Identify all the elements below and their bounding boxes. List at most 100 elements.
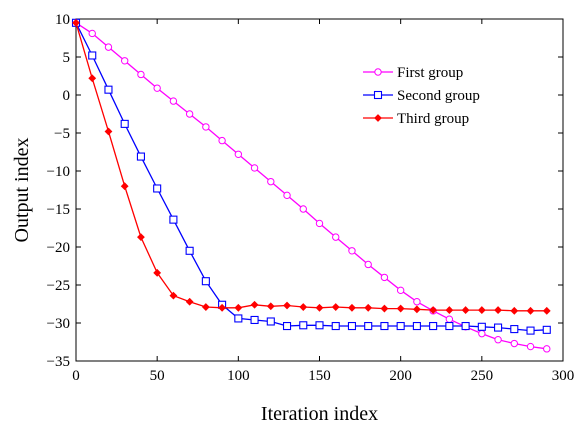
data-point-third-group bbox=[120, 182, 129, 191]
data-point-first-group bbox=[267, 177, 275, 186]
legend-swatch-marker bbox=[373, 90, 383, 100]
y-tick-label: 0 bbox=[63, 88, 71, 104]
legend-item-second-group: Second group bbox=[363, 88, 480, 104]
data-point-first-group bbox=[380, 273, 389, 282]
y-tick-label: −35 bbox=[47, 354, 70, 370]
data-point-second-group bbox=[136, 152, 145, 161]
data-point-third-group bbox=[526, 306, 535, 315]
data-point-second-group bbox=[380, 321, 389, 331]
data-point-first-group bbox=[234, 150, 243, 158]
legend: First group Second group Third group bbox=[363, 65, 480, 127]
data-point-first-group bbox=[445, 315, 454, 323]
data-point-third-group bbox=[429, 306, 438, 314]
data-point-second-group bbox=[364, 321, 373, 331]
y-tick-label: −25 bbox=[47, 278, 70, 294]
data-point-third-group bbox=[201, 303, 210, 311]
data-point-third-group bbox=[169, 291, 178, 300]
data-point-third-group bbox=[396, 304, 405, 313]
series-third-group bbox=[72, 18, 551, 315]
data-point-third-group bbox=[445, 306, 454, 314]
y-tick-label: −15 bbox=[47, 202, 70, 218]
x-tick-label: 0 bbox=[72, 368, 80, 384]
data-point-first-group bbox=[88, 29, 96, 38]
x-axis-title: Iteration index bbox=[261, 403, 378, 425]
data-point-third-group bbox=[250, 300, 259, 309]
x-tick-label: 250 bbox=[471, 368, 494, 384]
y-tick-label: −10 bbox=[47, 164, 70, 180]
data-point-second-group bbox=[526, 326, 535, 335]
data-point-third-group bbox=[266, 302, 275, 311]
data-point-first-group bbox=[169, 97, 178, 105]
y-tick-label: 5 bbox=[63, 50, 71, 66]
data-point-third-group bbox=[153, 268, 162, 277]
data-point-first-group bbox=[185, 110, 194, 118]
legend-label: First group bbox=[397, 65, 463, 81]
data-point-first-group bbox=[494, 336, 502, 344]
y-tick-label: 10 bbox=[55, 12, 70, 28]
data-point-second-group bbox=[461, 321, 470, 331]
data-point-first-group bbox=[364, 260, 372, 269]
data-point-third-group bbox=[412, 305, 421, 314]
data-point-second-group bbox=[494, 323, 503, 332]
data-point-second-group bbox=[250, 315, 259, 325]
data-point-first-group bbox=[137, 70, 145, 79]
data-point-third-group bbox=[510, 306, 519, 315]
data-point-second-group bbox=[169, 215, 178, 224]
data-point-second-group bbox=[445, 321, 454, 331]
data-point-second-group bbox=[331, 321, 340, 331]
data-point-third-group bbox=[104, 127, 113, 136]
data-point-third-group bbox=[234, 303, 243, 312]
data-point-first-group bbox=[526, 342, 535, 351]
data-point-third-group bbox=[88, 74, 97, 83]
data-point-third-group bbox=[461, 306, 470, 314]
data-point-second-group bbox=[201, 277, 210, 286]
data-point-second-group bbox=[104, 85, 113, 94]
data-point-third-group bbox=[542, 306, 551, 315]
data-point-third-group bbox=[185, 297, 194, 306]
data-point-third-group bbox=[477, 306, 486, 314]
data-point-second-group bbox=[347, 321, 357, 331]
data-point-second-group bbox=[266, 317, 275, 326]
data-point-second-group bbox=[153, 184, 162, 193]
data-point-first-group bbox=[283, 191, 291, 200]
data-point-first-group bbox=[396, 286, 405, 295]
data-point-second-group bbox=[477, 322, 486, 331]
data-point-second-group bbox=[234, 314, 243, 323]
data-point-third-group bbox=[72, 18, 80, 27]
legend-label: Third group bbox=[397, 111, 469, 127]
data-point-second-group bbox=[542, 325, 551, 334]
data-point-first-group bbox=[202, 123, 210, 131]
y-tick-label: −20 bbox=[47, 240, 70, 256]
y-axis-title: Output index bbox=[11, 138, 33, 243]
series-layer bbox=[71, 18, 551, 353]
data-point-first-group bbox=[121, 57, 129, 65]
data-point-first-group bbox=[348, 247, 356, 255]
legend-label: Second group bbox=[397, 88, 480, 104]
data-point-second-group bbox=[185, 246, 194, 255]
data-point-first-group bbox=[299, 205, 307, 213]
axis-ticks: 0 50 100 150 200 250 3001050−5−10−15−20−25−30−… bbox=[47, 12, 575, 384]
y-tick-label: −5 bbox=[54, 126, 70, 142]
data-point-third-group bbox=[494, 306, 502, 314]
legend-item-third-group: Third group bbox=[363, 111, 469, 127]
data-point-third-group bbox=[348, 303, 356, 312]
x-tick-label: 50 bbox=[150, 368, 165, 384]
data-point-first-group bbox=[250, 164, 259, 172]
data-point-second-group bbox=[510, 325, 519, 334]
data-point-first-group bbox=[543, 345, 551, 353]
data-point-second-group bbox=[412, 321, 421, 331]
data-point-first-group bbox=[104, 43, 113, 51]
data-point-third-group bbox=[283, 301, 291, 310]
series-second-group bbox=[71, 18, 551, 335]
legend-item-first-group: First group bbox=[363, 65, 463, 81]
data-point-first-group bbox=[332, 233, 340, 241]
legend-swatch-marker bbox=[374, 68, 382, 76]
x-tick-label: 300 bbox=[552, 368, 575, 384]
data-point-third-group bbox=[218, 303, 227, 312]
x-tick-label: 150 bbox=[308, 368, 331, 384]
y-tick-label: −30 bbox=[47, 316, 70, 332]
data-point-first-group bbox=[478, 329, 486, 338]
x-tick-label: 100 bbox=[227, 368, 250, 384]
data-point-second-group bbox=[315, 321, 324, 330]
